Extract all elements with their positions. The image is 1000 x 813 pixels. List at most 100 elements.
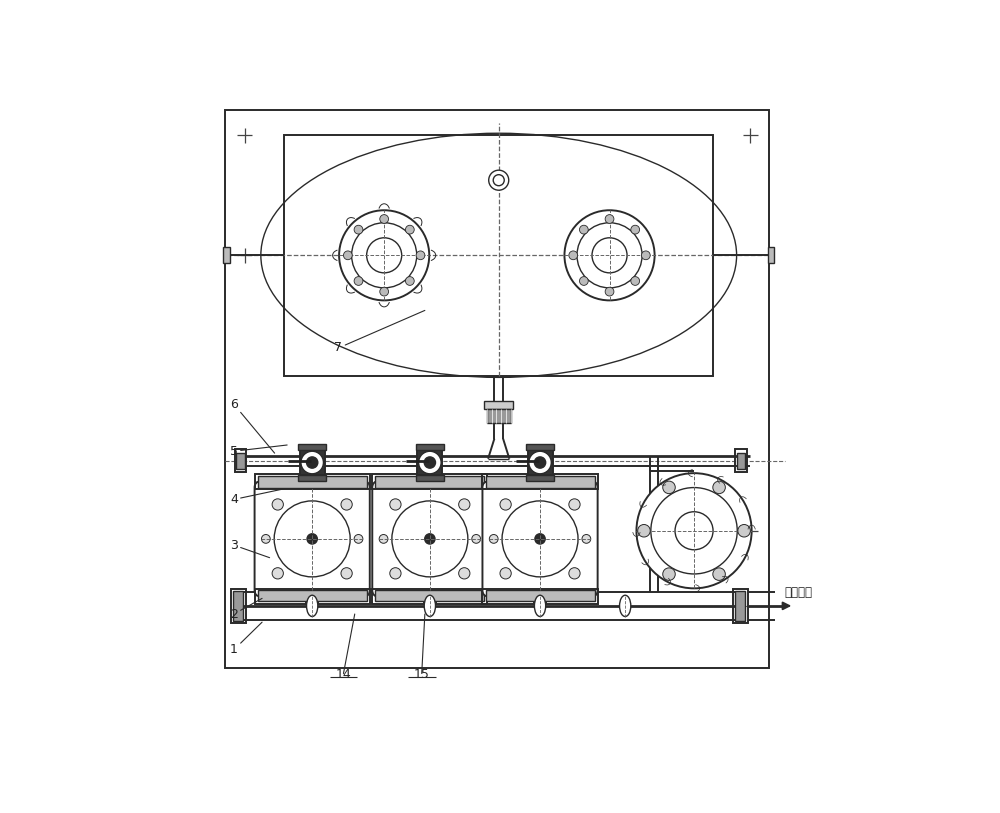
Bar [225, 110, 769, 668]
Bar [486, 590, 595, 602]
Circle shape [341, 499, 352, 510]
Circle shape [416, 251, 425, 259]
Text: 用户管网: 用户管网 [785, 585, 813, 598]
Circle shape [500, 567, 511, 579]
Circle shape [424, 457, 436, 468]
Circle shape [380, 287, 389, 296]
Circle shape [354, 534, 363, 543]
Circle shape [392, 501, 468, 577]
Bar [526, 445, 554, 450]
Circle shape [502, 501, 578, 577]
Circle shape [339, 211, 429, 300]
Circle shape [569, 251, 578, 259]
Bar [233, 591, 243, 621]
Text: 14: 14 [336, 668, 351, 681]
Circle shape [641, 251, 650, 259]
Bar [416, 445, 444, 450]
Circle shape [582, 534, 591, 543]
Circle shape [354, 225, 363, 234]
Bar [375, 476, 484, 488]
Circle shape [419, 451, 441, 474]
Bar [487, 409, 511, 423]
Circle shape [605, 215, 614, 224]
Circle shape [489, 170, 509, 190]
Circle shape [651, 488, 737, 574]
Text: 2: 2 [230, 598, 262, 620]
Bar [284, 135, 713, 376]
Circle shape [500, 499, 511, 510]
Bar [768, 247, 774, 263]
Circle shape [631, 276, 640, 285]
Circle shape [380, 215, 389, 224]
Ellipse shape [424, 595, 436, 616]
Text: 6: 6 [230, 398, 275, 453]
Bar [236, 453, 245, 469]
Bar [375, 590, 484, 602]
Circle shape [529, 451, 551, 474]
Circle shape [564, 211, 655, 300]
Text: 15: 15 [414, 668, 430, 681]
Circle shape [352, 223, 417, 288]
Circle shape [307, 457, 318, 468]
Circle shape [738, 524, 750, 537]
Bar [255, 474, 370, 489]
Circle shape [534, 457, 546, 468]
Circle shape [405, 276, 414, 285]
Bar [372, 589, 487, 604]
Circle shape [638, 524, 650, 537]
Circle shape [379, 534, 388, 543]
Circle shape [405, 225, 414, 234]
Circle shape [592, 237, 627, 273]
Bar [482, 589, 598, 604]
Circle shape [569, 499, 580, 510]
Bar [528, 450, 553, 475]
FancyBboxPatch shape [482, 481, 598, 597]
FancyBboxPatch shape [255, 481, 370, 597]
Bar [258, 476, 367, 488]
Ellipse shape [307, 595, 318, 616]
Bar [417, 450, 442, 475]
Bar [258, 590, 367, 602]
Bar [737, 453, 745, 469]
Circle shape [535, 534, 545, 544]
Circle shape [390, 499, 401, 510]
Circle shape [459, 567, 470, 579]
Text: 4: 4 [230, 489, 284, 506]
Bar [484, 401, 513, 409]
Circle shape [307, 534, 317, 544]
Bar [231, 589, 246, 623]
Bar [255, 589, 370, 604]
Circle shape [713, 567, 725, 580]
Bar [526, 475, 554, 480]
Bar [733, 589, 748, 623]
Circle shape [343, 251, 352, 259]
Circle shape [579, 225, 588, 234]
Bar [298, 475, 326, 480]
Bar [735, 450, 747, 472]
Circle shape [425, 534, 435, 544]
Circle shape [605, 287, 614, 296]
Bar [372, 474, 487, 489]
Circle shape [493, 175, 504, 185]
Bar [300, 450, 325, 475]
Text: 7: 7 [334, 311, 425, 354]
Circle shape [341, 567, 352, 579]
Circle shape [390, 567, 401, 579]
Circle shape [354, 276, 363, 285]
Circle shape [272, 499, 283, 510]
Ellipse shape [620, 595, 631, 616]
Circle shape [301, 451, 323, 474]
Text: 5: 5 [230, 445, 287, 458]
Circle shape [636, 473, 752, 589]
Circle shape [472, 534, 481, 543]
Circle shape [713, 481, 725, 493]
Bar [235, 450, 246, 472]
Circle shape [663, 481, 675, 493]
Bar [482, 474, 598, 489]
Circle shape [569, 567, 580, 579]
Text: 3: 3 [230, 539, 270, 558]
Circle shape [489, 534, 498, 543]
Circle shape [579, 276, 588, 285]
Circle shape [577, 223, 642, 288]
Circle shape [663, 567, 675, 580]
